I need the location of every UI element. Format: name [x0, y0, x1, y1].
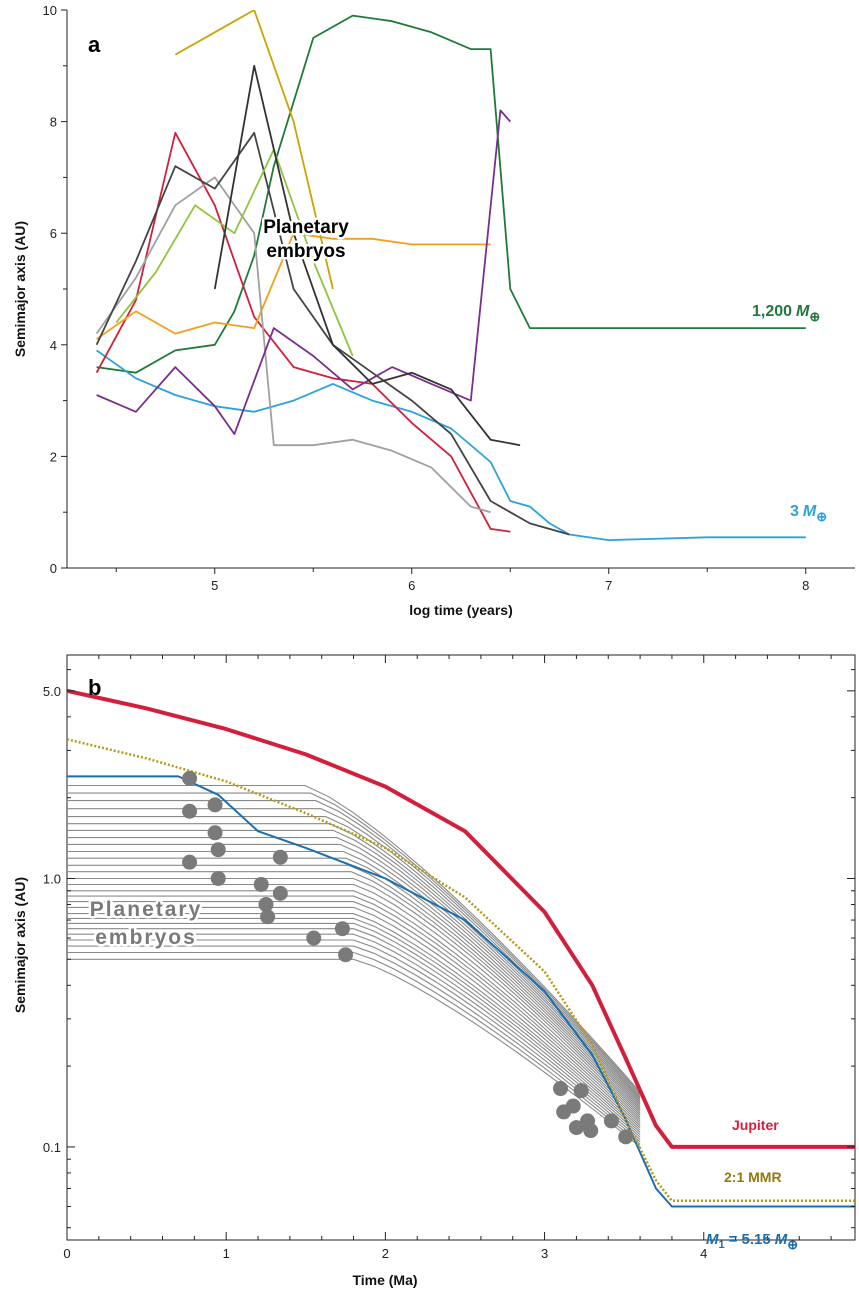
- embryo-track-16: [67, 871, 641, 1114]
- embryo-track-14: [67, 883, 641, 1118]
- y-tick-label-a: 8: [50, 115, 57, 130]
- svg-text:M1= 5.15M⊕: M1 = 5.15 M⊕: [706, 1231, 798, 1252]
- collision-point-13: [306, 930, 322, 946]
- orbit-track-1: [96, 14, 806, 374]
- embryo-track-9: [67, 913, 641, 1129]
- embryo-track-8: [67, 917, 641, 1131]
- panel-label-a: a: [88, 32, 101, 57]
- orbit-track-5: [95, 176, 491, 514]
- orbit-track-9: [174, 10, 334, 290]
- y-tick-label-b: 0.1: [43, 1140, 61, 1155]
- svg-text:Planetary: Planetary: [263, 217, 349, 238]
- mmr-track: [67, 738, 855, 1203]
- collision-point-15: [338, 947, 354, 963]
- panel-label-b: b: [88, 675, 101, 700]
- embryo-track-5: [67, 933, 641, 1138]
- collision-point-14: [334, 921, 350, 937]
- jupiter-label: Jupiter: [732, 1117, 779, 1133]
- orbit-track-10: [213, 64, 521, 447]
- collision-point-3: [182, 854, 198, 870]
- x-axis-label-b: Time (Ma): [352, 1272, 417, 1288]
- y-tick-label-b: 1.0: [43, 871, 61, 886]
- collision-point-9: [258, 896, 274, 912]
- collision-point-18: [565, 1098, 581, 1114]
- y-tick-label-a: 6: [50, 226, 57, 241]
- y-tick-label-a: 10: [43, 3, 57, 18]
- x-tick-label-a: 8: [802, 578, 809, 593]
- collision-point-22: [583, 1123, 599, 1139]
- embryo-track-11: [67, 901, 641, 1124]
- collision-point-6: [210, 842, 226, 858]
- orbit-track-7: [96, 109, 511, 436]
- embryo-track-23: [67, 823, 641, 1101]
- mmr-label: 2:1 MMR: [724, 1169, 782, 1185]
- embryo-track-22: [67, 829, 641, 1103]
- embryo-track-26: [67, 800, 641, 1096]
- collision-point-10: [260, 909, 276, 925]
- orbit-track-3: [95, 131, 511, 533]
- embryo-track-3: [67, 945, 641, 1143]
- embryo-track-4: [67, 939, 641, 1140]
- svg-text:3M⊕: 3 M⊕: [790, 503, 827, 524]
- embryo-track-7: [67, 922, 641, 1133]
- embryo-track-6: [67, 928, 641, 1136]
- panel-a: 5 6 7 8 0 2 4 6 8 10 a log time (years) Semimajor…: [12, 3, 855, 618]
- y-tick-label-a: 4: [50, 338, 57, 353]
- embryo-track-12: [67, 895, 641, 1122]
- collision-point-19: [568, 1120, 584, 1136]
- x-tick-label-a: 5: [211, 578, 218, 593]
- collision-point-4: [207, 797, 223, 813]
- x-axis-label-a: log time (years): [409, 602, 512, 618]
- embryo-track-19: [67, 850, 641, 1109]
- collision-point-20: [573, 1083, 589, 1099]
- y-axis-label-a: Semimajor axis (AU): [12, 221, 28, 357]
- rocky-planet-mass-label: 3 M⊕: [790, 503, 827, 524]
- embryo-track-13: [67, 890, 641, 1120]
- embryos-annotation-a: Planetary embryos: [261, 215, 352, 265]
- collision-point-16: [552, 1081, 568, 1097]
- embryo-track-1: [67, 958, 641, 1148]
- orbit-track-8: [115, 148, 354, 357]
- x-tick-label-a: 7: [605, 578, 612, 593]
- svg-text:embryos: embryos: [95, 926, 197, 949]
- giant-planet-mass-label: 1,200 M⊕: [752, 303, 820, 324]
- x-tick-label-a: 6: [408, 578, 415, 593]
- collision-point-11: [272, 849, 288, 865]
- svg-text:Planetary: Planetary: [90, 898, 203, 921]
- orbit-track-2: [96, 349, 806, 541]
- embryo-track-27: [67, 792, 641, 1095]
- y-tick-label-a: 0: [50, 561, 57, 576]
- collision-point-12: [272, 885, 288, 901]
- x-tick-label-b: 0: [63, 1246, 70, 1261]
- embryo-track-25: [67, 808, 641, 1098]
- m1-mass-label: M1 = 5.15 M⊕: [706, 1231, 798, 1252]
- y-tick-label-a: 2: [50, 449, 57, 464]
- planet-m1-track: [67, 775, 855, 1208]
- collision-point-5: [207, 825, 223, 841]
- x-tick-label-b: 1: [223, 1246, 230, 1261]
- collision-point-1: [182, 770, 198, 786]
- embryo-track-18: [67, 857, 641, 1110]
- collision-point-24: [618, 1129, 634, 1145]
- x-tick-label-b: 4: [700, 1246, 707, 1261]
- embryo-track-10: [67, 906, 641, 1127]
- jupiter-track: [67, 688, 855, 1149]
- panel-b: 0 1 2 3 4 0.1 1.0 5.0 b Time (Ma) Semimajor axi…: [12, 654, 856, 1288]
- embryos-annotation-b: Planetary embryos: [87, 896, 203, 952]
- embryo-track-15: [67, 877, 641, 1116]
- x-tick-label-b: 2: [382, 1246, 389, 1261]
- embryo-track-17: [67, 864, 641, 1112]
- collision-point-2: [182, 803, 198, 819]
- collision-point-23: [603, 1113, 619, 1129]
- collision-point-7: [210, 870, 226, 886]
- y-tick-label-b: 5.0: [43, 684, 61, 699]
- x-tick-label-b: 3: [541, 1246, 548, 1261]
- svg-text:embryos: embryos: [266, 241, 345, 262]
- collision-point-8: [253, 876, 269, 892]
- embryo-track-2: [67, 951, 641, 1145]
- y-axis-label-b: Semimajor axis (AU): [12, 877, 28, 1013]
